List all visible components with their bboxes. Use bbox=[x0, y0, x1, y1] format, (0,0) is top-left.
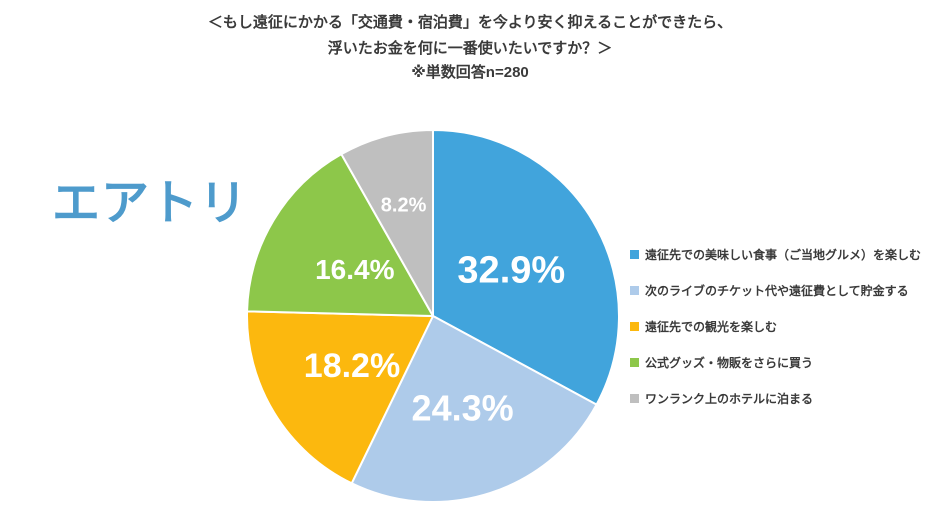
pie-slice-label-4: 8.2% bbox=[381, 195, 427, 217]
legend-marker-square bbox=[630, 357, 639, 367]
pie-slice-label-1: 24.3% bbox=[412, 388, 514, 429]
legend-item-2: 遠征先での観光を楽しむ bbox=[630, 319, 921, 334]
legend-label: 公式グッズ・物販をさらに買う bbox=[645, 355, 814, 370]
legend-marker-square bbox=[630, 393, 639, 403]
pie-slice-0 bbox=[432, 129, 620, 406]
legend-marker-square bbox=[630, 285, 639, 295]
pie-slice-label-2: 18.2% bbox=[304, 347, 400, 385]
chart-title-line-2: 浮いたお金を何に一番使いたいですか？＞ bbox=[327, 40, 613, 57]
chart-title-block: ＜もし遠征にかかる「交通費・宿泊費」を今より安く抑えることができたら、 浮いたお… bbox=[0, 10, 940, 84]
sample-size-note: ※単数回答n=280 bbox=[411, 64, 529, 81]
legend-marker-square bbox=[630, 321, 639, 331]
legend: 遠征先での美味しい食事（ご当地グルメ）を楽しむ 次のライブのチケット代や遠征費とし… bbox=[630, 247, 921, 427]
legend-label: 遠征先での観光を楽しむ bbox=[645, 319, 778, 334]
legend-item-3: 公式グッズ・物販をさらに買う bbox=[630, 355, 921, 370]
legend-item-1: 次のライブのチケット代や遠征費として貯金する bbox=[630, 283, 921, 298]
pie-chart: 32.9% 24.3% 18.2% 16.4% 8.2% bbox=[246, 129, 620, 503]
chart-title-line-1: ＜もし遠征にかかる「交通費・宿泊費」を今より安く抑えることができたら、 bbox=[207, 14, 733, 31]
legend-label: 次のライブのチケット代や遠征費として貯金する bbox=[645, 283, 909, 298]
legend-marker-square bbox=[630, 249, 639, 259]
pie-slice-label-3: 16.4% bbox=[315, 254, 394, 285]
pie-slice-2 bbox=[246, 310, 434, 485]
airtrip-logo: エアトリ bbox=[52, 177, 249, 230]
legend-item-4: ワンランク上のホテルに泊まる bbox=[630, 391, 921, 406]
legend-label: ワンランク上のホテルに泊まる bbox=[645, 391, 814, 406]
pie-slice-1 bbox=[350, 315, 598, 503]
pie-slice-label-0: 32.9% bbox=[457, 250, 565, 292]
pie-slice-3 bbox=[246, 153, 434, 317]
pie-slice-4 bbox=[340, 129, 434, 317]
legend-label: 遠征先での美味しい食事（ご当地グルメ）を楽しむ bbox=[645, 247, 922, 262]
legend-item-0: 遠征先での美味しい食事（ご当地グルメ）を楽しむ bbox=[630, 247, 922, 262]
